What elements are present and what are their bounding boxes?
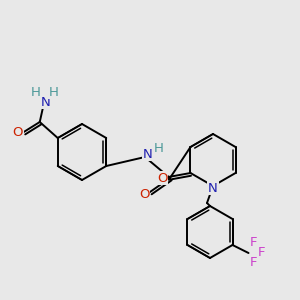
Text: F: F [250, 236, 257, 250]
Text: N: N [208, 182, 218, 194]
Text: H: H [49, 85, 59, 98]
Text: H: H [31, 85, 41, 98]
Text: F: F [258, 245, 265, 259]
Text: O: O [139, 188, 149, 200]
Text: N: N [143, 148, 153, 160]
Text: F: F [250, 256, 257, 269]
Text: O: O [13, 125, 23, 139]
Text: O: O [157, 172, 168, 184]
Text: N: N [41, 95, 51, 109]
Text: H: H [154, 142, 164, 154]
